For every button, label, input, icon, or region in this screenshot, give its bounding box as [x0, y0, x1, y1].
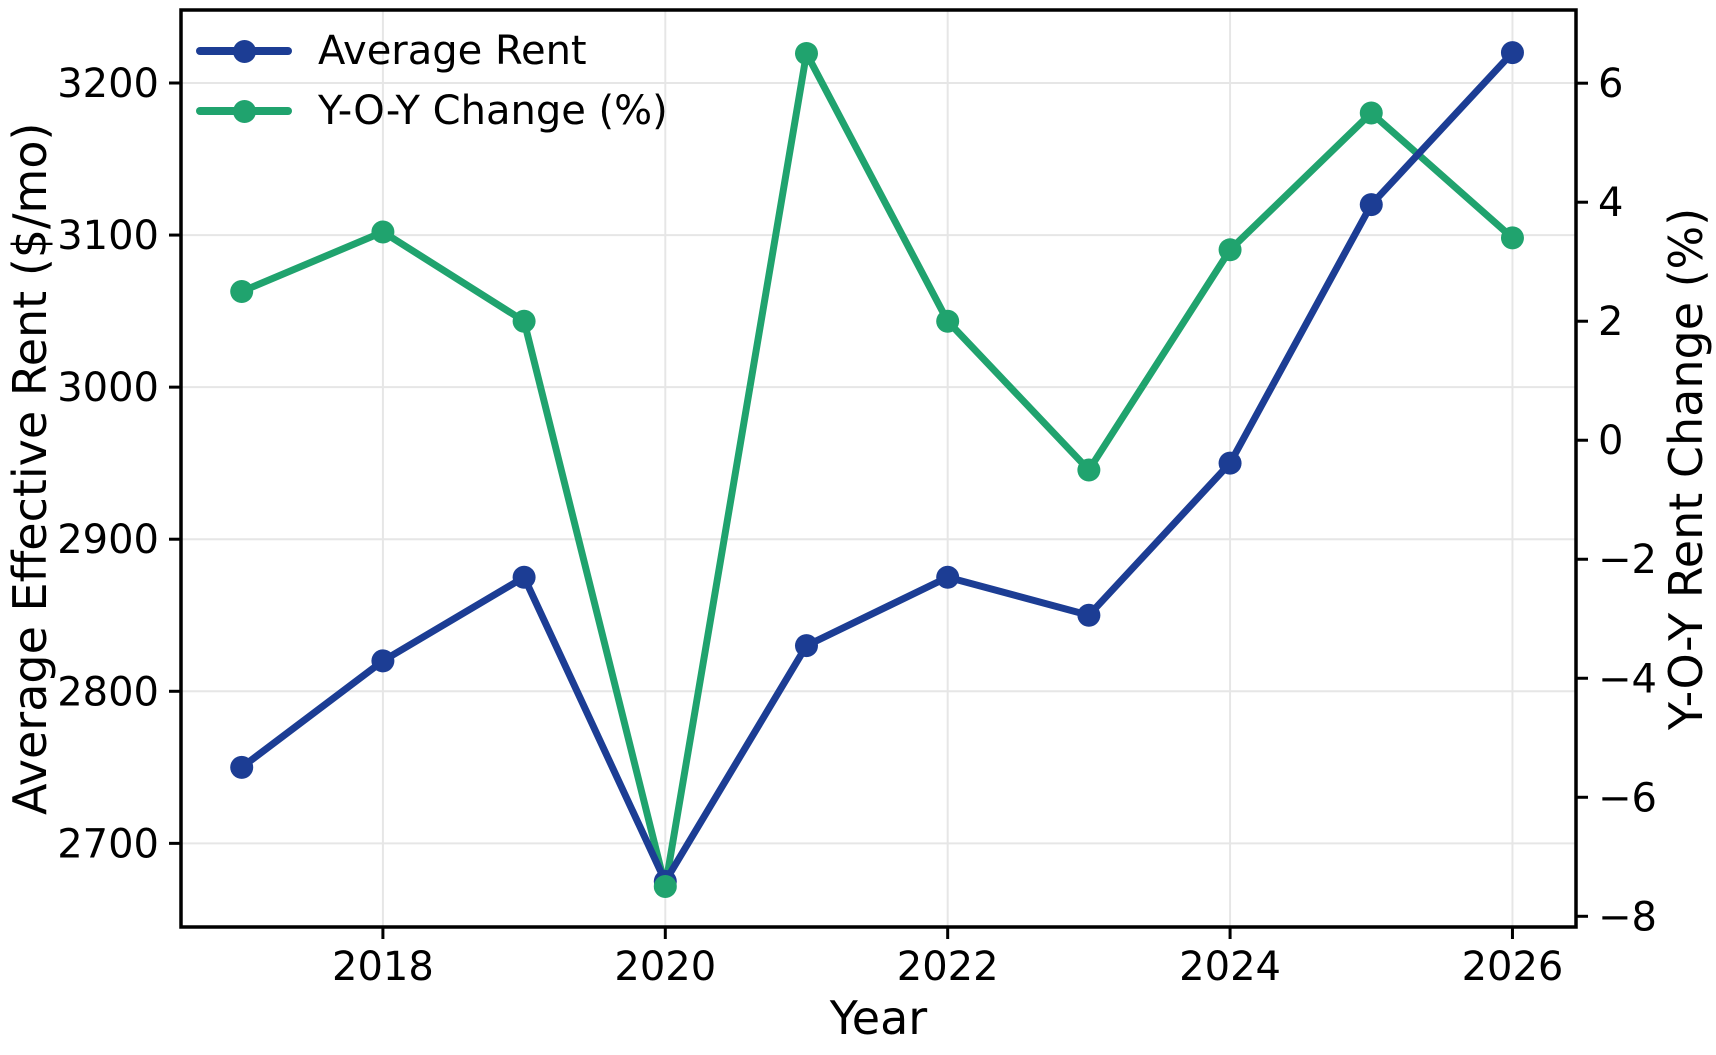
legend-swatch-average-rent: [196, 28, 292, 74]
data-point-y-o-y-change-: [1218, 238, 1242, 262]
data-point-y-o-y-change-: [512, 309, 536, 333]
legend-swatch-yoy-change: [196, 88, 292, 134]
legend-item-yoy-change: Y-O-Y Change (%): [196, 88, 668, 134]
x-axis-title: Year: [829, 991, 928, 1045]
data-point-average-rent: [794, 634, 818, 658]
left-tick-label: 3100: [57, 213, 159, 259]
right-tick-label: 2: [1598, 299, 1623, 345]
x-tick-label: 2024: [1179, 944, 1281, 990]
data-point-y-o-y-change-: [371, 220, 395, 244]
right-tick-label: −8: [1598, 894, 1657, 940]
data-point-average-rent: [1500, 41, 1524, 65]
data-point-average-rent: [936, 565, 960, 589]
x-tick-label: 2020: [614, 944, 716, 990]
data-point-average-rent: [1359, 193, 1383, 217]
x-tick-label: 2022: [897, 944, 999, 990]
left-axis-title: Average Effective Rent ($/mo): [3, 122, 57, 815]
legend-label: Average Rent: [318, 28, 587, 74]
legend-label: Y-O-Y Change (%): [318, 88, 668, 134]
right-tick-label: −4: [1598, 656, 1657, 702]
data-point-y-o-y-change-: [1077, 458, 1101, 482]
data-point-y-o-y-change-: [936, 309, 960, 333]
left-tick-label: 3000: [57, 365, 159, 411]
data-point-average-rent: [230, 755, 254, 779]
plot-border: [179, 8, 1578, 929]
series-line-y-o-y-change-: [238, 49, 1516, 891]
legend: Average Rent Y-O-Y Change (%): [196, 28, 668, 134]
data-point-y-o-y-change-: [1500, 226, 1524, 250]
data-point-average-rent: [512, 565, 536, 589]
right-axis-title: Y-O-Y Rent Change (%): [1659, 207, 1713, 730]
marker-dot-icon: [233, 100, 256, 123]
left-tick-label: 2800: [57, 669, 159, 715]
marker-dot-icon: [233, 40, 256, 63]
legend-item-average-rent: Average Rent: [196, 28, 668, 74]
right-tick-label: 0: [1598, 418, 1623, 464]
x-tick-label: 2018: [332, 944, 434, 990]
series-line-average-rent: [238, 49, 1516, 885]
data-point-y-o-y-change-: [1359, 101, 1383, 125]
data-point-y-o-y-change-: [230, 279, 254, 303]
left-tick-label: 2700: [57, 821, 159, 867]
data-point-average-rent: [1218, 451, 1242, 475]
right-tick-label: −2: [1598, 537, 1657, 583]
right-tick-label: −6: [1598, 775, 1657, 821]
left-tick-label: 2900: [57, 517, 159, 563]
data-point-y-o-y-change-: [794, 41, 818, 65]
x-tick-label: 2026: [1462, 944, 1564, 990]
data-point-y-o-y-change-: [653, 875, 677, 899]
left-tick-label: 3200: [57, 61, 159, 107]
right-tick-label: 6: [1598, 61, 1623, 107]
right-tick-label: 4: [1598, 180, 1623, 226]
data-point-average-rent: [371, 649, 395, 673]
data-point-average-rent: [1077, 603, 1101, 627]
